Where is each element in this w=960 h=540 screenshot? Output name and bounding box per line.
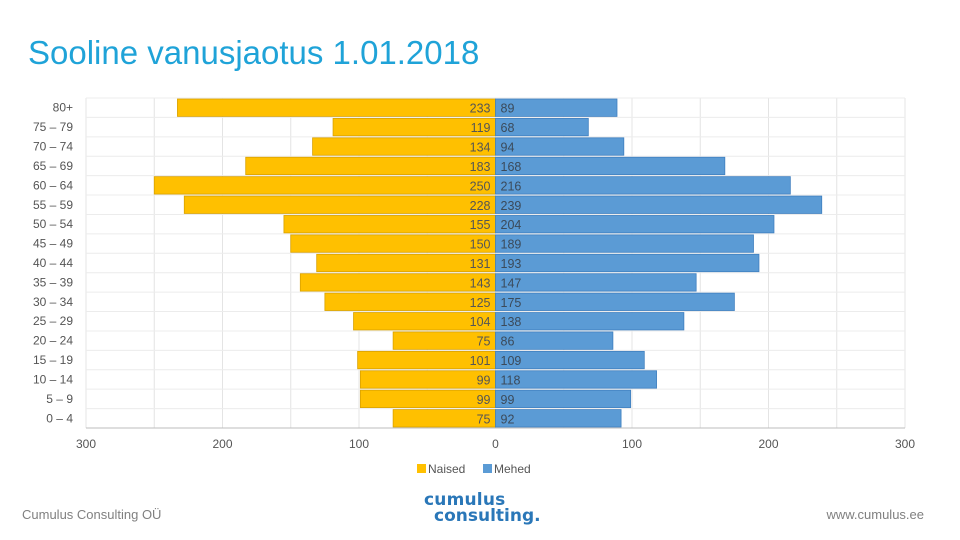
company-logo: cumulus consulting. [424, 490, 541, 526]
data-label-naised: 104 [470, 315, 491, 329]
category-label: 75 – 79 [33, 120, 73, 134]
category-label: 40 – 44 [33, 256, 73, 270]
bar-mehed [495, 370, 657, 389]
bar-naised [290, 234, 496, 253]
bar-mehed [495, 176, 791, 195]
bar-naised [359, 389, 496, 408]
data-label-mehed: 109 [501, 354, 522, 368]
logo-line-1: cumulus [424, 490, 506, 510]
category-label: 55 – 59 [33, 198, 73, 212]
category-label: 65 – 69 [33, 159, 73, 173]
data-label-mehed: 189 [501, 238, 522, 252]
category-label: 80+ [53, 101, 73, 115]
bar-naised [359, 370, 496, 389]
data-label-naised: 101 [470, 354, 491, 368]
category-label: 20 – 24 [33, 334, 73, 348]
bar-naised [312, 137, 496, 156]
x-tick-label: 0 [492, 437, 499, 451]
data-label-mehed: 204 [501, 218, 522, 232]
bar-naised [245, 156, 496, 176]
footer-website[interactable]: www.cumulus.ee [826, 507, 924, 522]
category-label: 70 – 74 [33, 140, 73, 154]
x-tick-label: 200 [212, 437, 232, 451]
bar-naised [177, 98, 496, 117]
data-label-mehed: 68 [501, 121, 515, 135]
category-label: 15 – 19 [33, 353, 73, 367]
data-label-mehed: 138 [501, 315, 522, 329]
data-label-naised: 155 [470, 218, 491, 232]
data-label-mehed: 193 [501, 257, 522, 271]
data-label-mehed: 92 [501, 412, 515, 426]
data-label-mehed: 239 [501, 199, 522, 213]
category-label: 0 – 4 [46, 411, 73, 425]
data-label-naised: 119 [471, 121, 491, 135]
bar-mehed [495, 118, 589, 137]
data-label-naised: 99 [477, 393, 491, 407]
data-label-naised: 150 [470, 238, 491, 252]
x-tick-label: 300 [895, 437, 915, 451]
data-label-mehed: 99 [501, 393, 515, 407]
bar-mehed [495, 273, 697, 292]
slide-title: Sooline vanusjaotus 1.01.2018 [28, 34, 480, 71]
logo-line-2: consulting. [434, 506, 541, 526]
legend-label-naised: Naised [428, 462, 465, 476]
bar-mehed [495, 253, 760, 273]
data-label-mehed: 216 [501, 179, 522, 193]
data-label-naised: 183 [470, 160, 491, 174]
bar-mehed [495, 234, 754, 253]
data-label-mehed: 118 [501, 373, 521, 387]
data-label-naised: 75 [477, 335, 491, 349]
category-label: 10 – 14 [33, 372, 73, 386]
data-label-naised: 250 [470, 179, 491, 193]
category-label: 25 – 29 [33, 314, 73, 328]
x-tick-label: 200 [758, 437, 778, 451]
bar-mehed [495, 215, 775, 234]
category-label: 50 – 54 [33, 217, 73, 231]
bar-mehed [495, 156, 726, 176]
legend-label-mehed: Mehed [494, 462, 531, 476]
data-label-naised: 228 [470, 199, 491, 213]
data-label-naised: 143 [470, 276, 491, 290]
data-label-mehed: 168 [501, 160, 522, 174]
x-tick-label: 100 [622, 437, 642, 451]
data-label-mehed: 94 [501, 141, 515, 155]
category-label: 30 – 34 [33, 295, 73, 309]
bar-mehed [495, 331, 614, 350]
bar-mehed [495, 389, 632, 408]
bar-mehed [495, 137, 625, 156]
bar-naised [283, 215, 496, 234]
bar-mehed [495, 292, 735, 311]
bar-naised [153, 176, 496, 195]
bar-mehed [495, 98, 618, 117]
bar-mehed [495, 350, 645, 370]
category-label: 35 – 39 [33, 275, 73, 289]
data-label-naised: 125 [470, 296, 491, 310]
data-label-mehed: 86 [501, 335, 515, 349]
data-label-naised: 134 [470, 141, 491, 155]
data-label-naised: 75 [477, 412, 491, 426]
category-label: 45 – 49 [33, 237, 73, 251]
bar-mehed [495, 312, 685, 331]
x-tick-label: 100 [349, 437, 369, 451]
legend-swatch-naised [417, 464, 426, 473]
bar-mehed [495, 195, 823, 214]
category-label: 5 – 9 [46, 392, 73, 406]
bar-mehed [495, 409, 622, 428]
data-label-mehed: 89 [501, 102, 515, 116]
data-label-mehed: 175 [501, 296, 522, 310]
category-label: 60 – 64 [33, 178, 73, 192]
bar-naised [299, 273, 496, 292]
bar-naised [183, 195, 496, 214]
data-label-naised: 233 [470, 102, 491, 116]
data-label-mehed: 147 [501, 276, 522, 290]
data-label-naised: 99 [477, 373, 491, 387]
legend-swatch-mehed [483, 464, 492, 473]
footer-company: Cumulus Consulting OÜ [22, 507, 162, 522]
data-label-naised: 131 [470, 257, 491, 271]
x-tick-label: 300 [76, 437, 96, 451]
